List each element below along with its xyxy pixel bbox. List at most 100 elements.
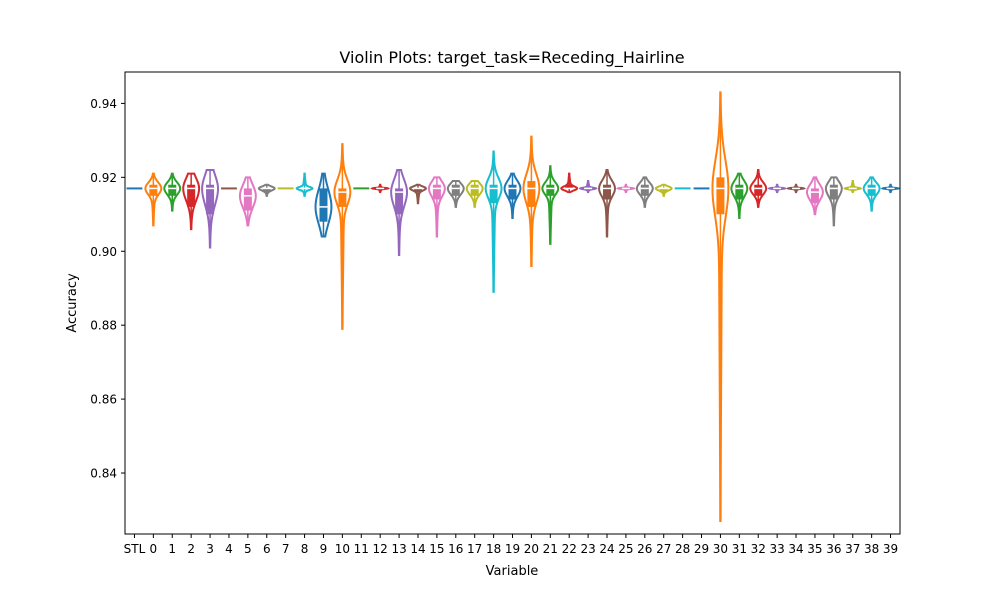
x-tick-label: 7: [282, 542, 290, 556]
x-tick-label: 1: [168, 542, 176, 556]
violin-6: [257, 183, 276, 197]
violin-iqr-box: [603, 184, 612, 200]
violin-iqr-box: [413, 188, 422, 193]
violin-35: [805, 176, 824, 216]
violin-iqr-box: [565, 184, 574, 189]
violin-iqr-box: [243, 188, 252, 211]
violin-24: [598, 168, 616, 238]
violin-iqr-box: [470, 184, 479, 196]
violin-1: [163, 172, 182, 212]
violin-19: [503, 172, 522, 219]
x-tick-label: 20: [524, 542, 539, 556]
x-tick-label: 34: [788, 542, 803, 556]
violin-26: [635, 176, 654, 208]
x-tick-label: 37: [845, 542, 860, 556]
violin-20: [522, 135, 541, 268]
violin-34: [786, 183, 807, 194]
violin-39: [880, 183, 901, 194]
x-axis: STL 0 1 2 3 4 5 6 7 8 9 10 11 12 13 14 15 16 17 18 19 20 21 22 2…: [124, 534, 898, 556]
violin-iqr-box: [867, 184, 876, 196]
violin-30: [711, 91, 730, 523]
violin-5: [238, 176, 257, 227]
violin-25: [615, 183, 636, 194]
violin-iqr-box: [206, 184, 215, 215]
violin-23: [578, 180, 598, 194]
x-tick-label: 8: [301, 542, 309, 556]
y-tick-label: 0.92: [90, 171, 117, 185]
x-tick-label: 0: [150, 542, 158, 556]
x-tick-label: 19: [505, 542, 520, 556]
x-tick-label: STL: [124, 542, 146, 556]
violin-iqr-box: [527, 181, 536, 207]
violin-iqr-box: [810, 188, 819, 204]
violin-9: [314, 172, 333, 238]
violin-14: [409, 183, 427, 205]
violin-15: [427, 176, 446, 238]
x-tick-label: 10: [335, 542, 350, 556]
x-tick-label: 3: [206, 542, 214, 556]
violin-iqr-box: [754, 184, 763, 196]
violin-36: [824, 176, 843, 227]
y-tick-label: 0.90: [90, 245, 117, 259]
violin-22: [560, 172, 579, 194]
y-tick-label: 0.88: [90, 319, 117, 333]
x-tick-label: 2: [187, 542, 195, 556]
violin-38: [862, 176, 881, 212]
violin-iqr-box: [451, 184, 460, 196]
violin-18: [484, 150, 503, 293]
x-tick-label: 25: [618, 542, 633, 556]
x-tick-label: 26: [637, 542, 652, 556]
x-tick-label: 22: [562, 542, 577, 556]
violin-iqr-box: [168, 184, 177, 196]
violin-0: [144, 172, 163, 227]
y-axis: 0.84 0.86 0.88 0.90 0.92 0.94: [90, 97, 125, 481]
violin-iqr-box: [735, 184, 744, 200]
violin-10: [333, 143, 352, 330]
x-tick-label: 9: [320, 542, 328, 556]
y-tick-label: 0.86: [90, 393, 117, 407]
violin-8: [295, 172, 314, 197]
x-tick-label: 29: [694, 542, 709, 556]
violin-3: [201, 168, 220, 249]
x-tick-label: 32: [751, 542, 766, 556]
violin-2: [182, 172, 201, 231]
chart-title: Violin Plots: target_task=Receding_Hairl…: [339, 48, 684, 68]
violin-iqr-box: [395, 188, 404, 215]
x-tick-label: 39: [883, 542, 898, 556]
violin-iqr-box: [659, 188, 668, 193]
x-tick-label: 12: [373, 542, 388, 556]
violin-iqr-box: [149, 184, 158, 196]
x-tick-label: 24: [599, 542, 614, 556]
x-tick-label: 31: [732, 542, 747, 556]
x-tick-label: 38: [864, 542, 879, 556]
plot-frame: [124, 71, 901, 535]
violin-iqr-box: [319, 188, 328, 222]
y-tick-label: 0.84: [90, 467, 117, 481]
x-tick-label: 23: [580, 542, 595, 556]
violin-iqr-box: [338, 188, 347, 207]
violin-13: [390, 168, 409, 256]
violin-iqr-box: [489, 184, 498, 204]
violin-iqr-box: [546, 184, 555, 196]
x-tick-label: 11: [354, 542, 369, 556]
x-tick-label: 16: [448, 542, 463, 556]
violin-27: [654, 183, 673, 197]
x-tick-label: 33: [769, 542, 784, 556]
violin-33: [767, 183, 788, 194]
violin-31: [730, 172, 749, 219]
violin-iqr-box: [829, 184, 838, 200]
x-tick-label: 30: [713, 542, 728, 556]
x-tick-label: 17: [467, 542, 482, 556]
violin-iqr-box: [508, 184, 517, 200]
x-axis-label: Variable: [486, 564, 539, 579]
violin-iqr-box: [640, 184, 649, 196]
x-tick-label: 13: [391, 542, 406, 556]
x-tick-label: 4: [225, 542, 233, 556]
violin-17: [465, 180, 484, 208]
violin-37: [843, 180, 863, 194]
x-tick-label: 28: [675, 542, 690, 556]
violin-32: [749, 168, 768, 208]
